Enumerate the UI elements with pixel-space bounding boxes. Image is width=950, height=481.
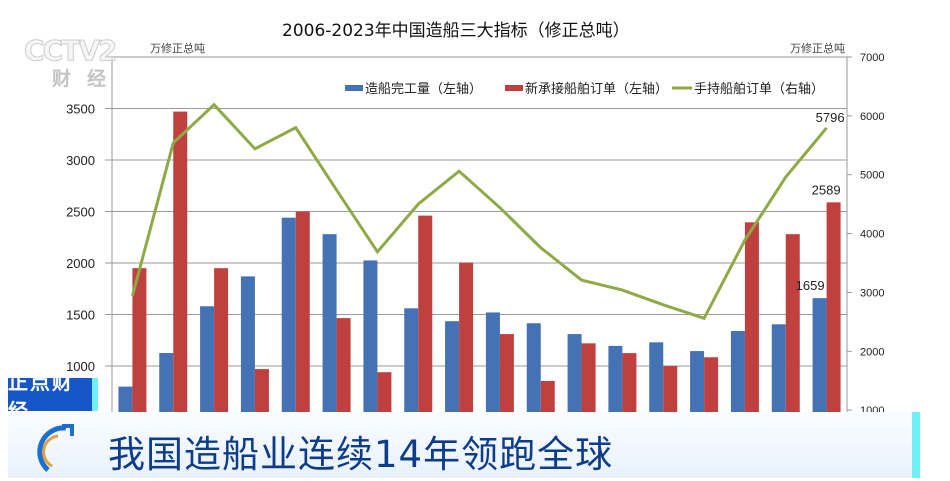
right-tick-label: 5000 xyxy=(860,170,884,182)
left-tick-label: 1000 xyxy=(66,359,95,374)
right-tick-label: 2000 xyxy=(860,346,884,358)
left-tick-label: 3500 xyxy=(66,102,95,117)
right-axis-unit: 万修正总吨 xyxy=(790,41,845,55)
chart-title: 2006-2023年中国造船三大指标（修正总吨） xyxy=(282,21,630,41)
tag-accent xyxy=(92,378,98,411)
left-tick-label: 1500 xyxy=(66,308,95,323)
bar-2010 xyxy=(295,211,310,469)
bar-2011 xyxy=(322,234,337,469)
headline-banner: 我国造船业连续14年领跑全球 xyxy=(8,412,912,478)
holding-orders-line xyxy=(130,102,828,321)
bar-2023 xyxy=(826,202,841,469)
program-tag: 正点财经 xyxy=(8,370,92,423)
legend-label: 新承接船舶订单（左轴） xyxy=(525,81,668,97)
bar-2013 xyxy=(418,215,433,469)
left-tick-label: 3000 xyxy=(66,153,95,168)
right-tick-label: 3000 xyxy=(860,287,884,299)
right-tick-label: 6000 xyxy=(860,111,884,123)
right-tick-label: 4000 xyxy=(860,229,884,241)
data-label: 1659 xyxy=(796,278,825,293)
data-label: 2589 xyxy=(812,182,841,197)
legend-swatch xyxy=(505,85,523,91)
banner-accent xyxy=(912,412,920,478)
left-tick-label: 2000 xyxy=(66,256,95,271)
bar-2021 xyxy=(744,222,759,469)
right-tick-label: 7000 xyxy=(860,52,884,64)
bar-2022 xyxy=(785,234,800,469)
channel-swirl-icon xyxy=(37,424,74,472)
left-axis-unit: 万修正总吨 xyxy=(150,41,205,55)
legend-box xyxy=(120,62,842,107)
headline-text: 我国造船业连续14年领跑全球 xyxy=(108,433,614,476)
logo-wordmark: CCTV2 xyxy=(23,34,117,68)
data-label: 5796 xyxy=(816,110,845,125)
left-tick-label: 2500 xyxy=(66,205,95,220)
cctv2-logo: CCTV2 财经 xyxy=(23,34,123,90)
bar-2010 xyxy=(281,217,296,469)
bar-2007 xyxy=(173,111,188,469)
logo-subtext: 财经 xyxy=(52,67,123,90)
legend-swatch xyxy=(345,85,363,91)
legend-label: 手持船舶订单（右轴） xyxy=(694,81,824,97)
legend-label: 造船完工量（左轴） xyxy=(365,82,482,97)
